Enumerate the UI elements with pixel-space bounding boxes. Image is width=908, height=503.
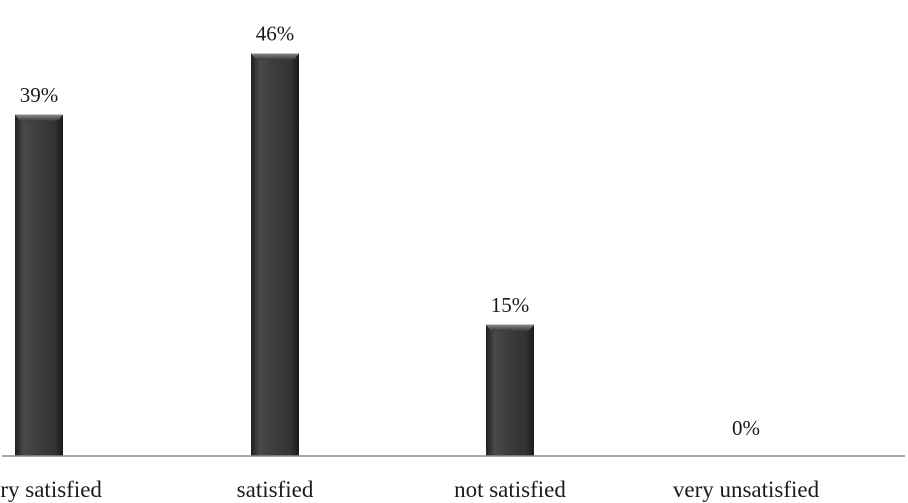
bars-group bbox=[15, 53, 534, 456]
value-labels-group: 39% 46% 15% 0% bbox=[20, 22, 760, 441]
category-label-satisfied: satisfied bbox=[237, 477, 314, 502]
bar-not-satisfied bbox=[486, 324, 534, 456]
category-label-very-unsatisfied: very unsatisfied bbox=[673, 477, 820, 502]
bar-top-bevel-not-satisfied bbox=[486, 324, 534, 331]
value-label-not-satisfied: 15% bbox=[491, 293, 530, 317]
bar-top-bevel-very-satisfied bbox=[15, 114, 63, 121]
value-label-satisfied: 46% bbox=[256, 22, 295, 46]
bar-very-satisfied bbox=[15, 114, 63, 456]
category-labels-group: Very satisfied satisfied not satisfied very… bbox=[0, 477, 820, 502]
category-label-very-satisfied: Very satisfied bbox=[0, 477, 102, 502]
bar-top-bevel-satisfied bbox=[251, 53, 299, 60]
value-label-very-unsatisfied: 0% bbox=[732, 416, 760, 440]
bar-satisfied bbox=[251, 53, 299, 456]
value-label-very-satisfied: 39% bbox=[20, 83, 59, 107]
category-label-not-satisfied: not satisfied bbox=[454, 477, 566, 502]
